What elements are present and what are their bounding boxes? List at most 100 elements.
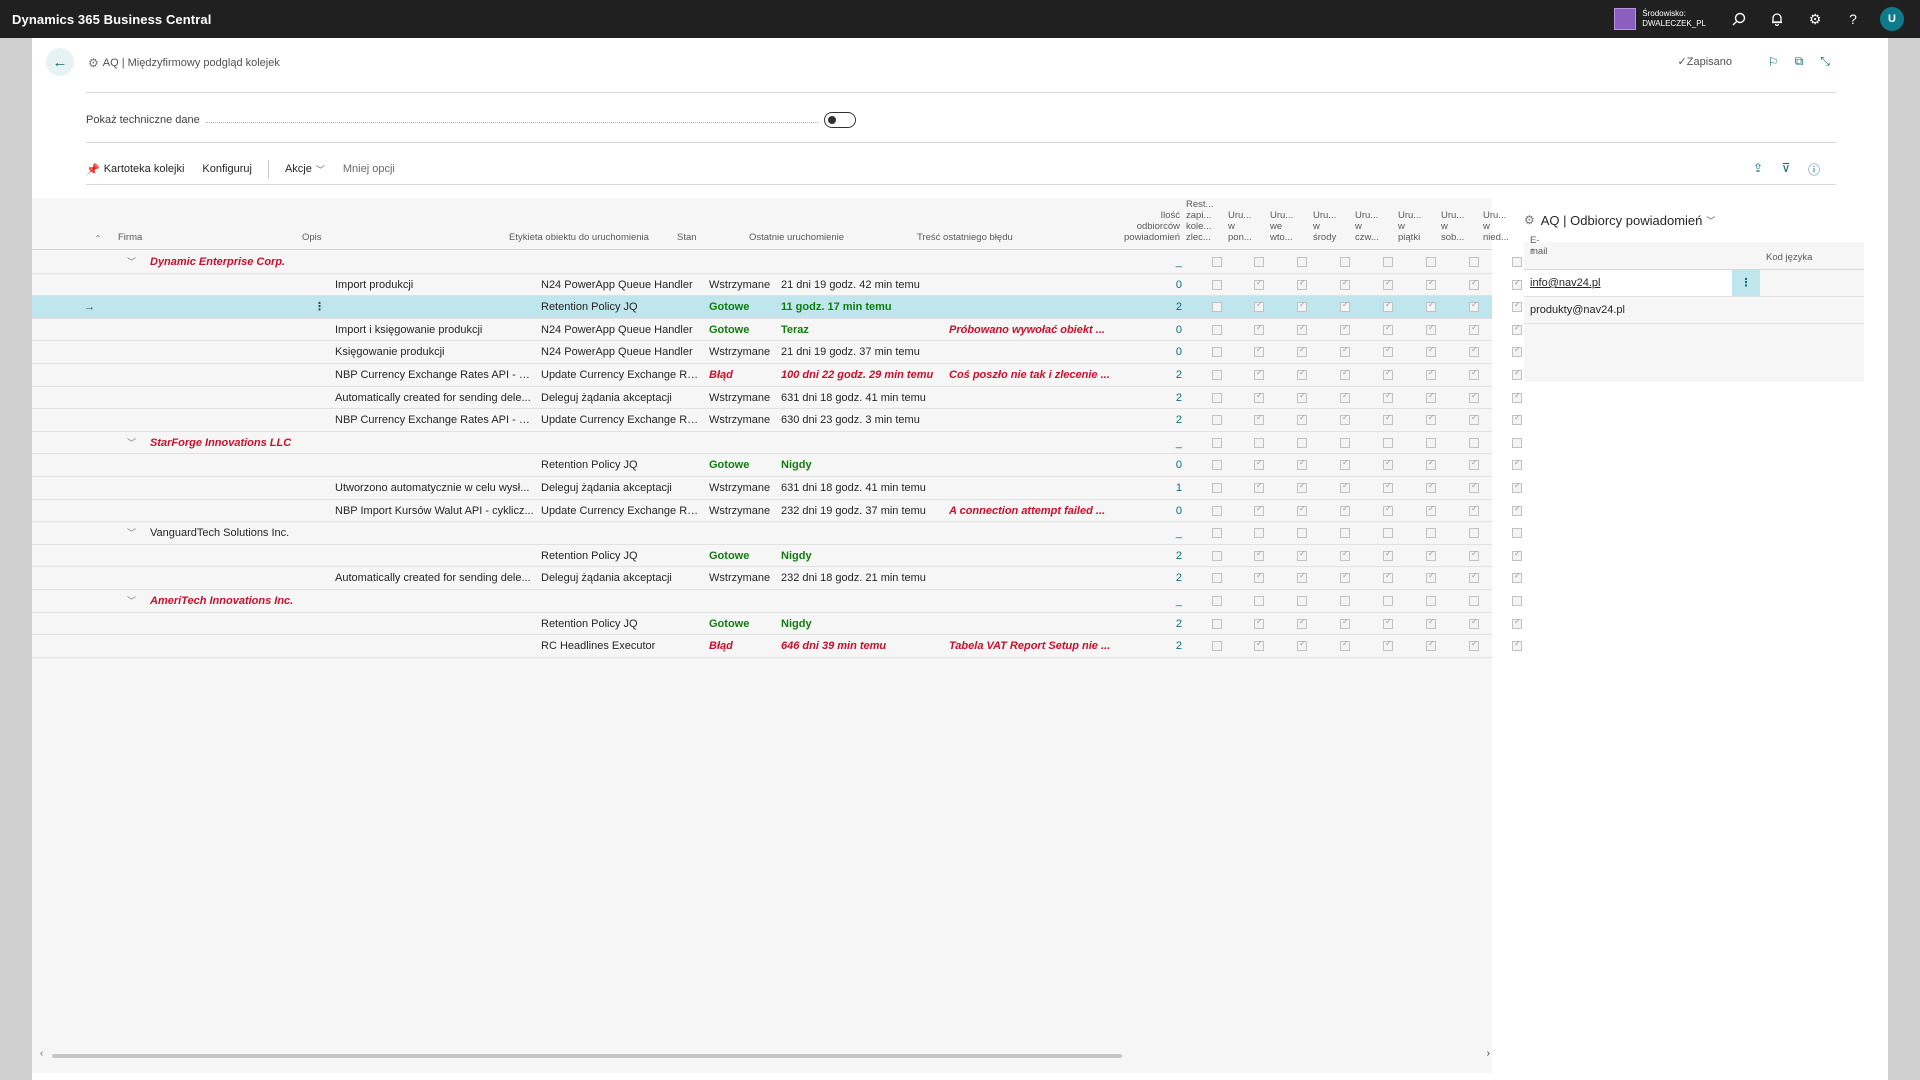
object-caption[interactable]: Retention Policy JQ <box>541 617 638 630</box>
recipients-count[interactable]: 2 <box>1175 640 1182 653</box>
checkbox[interactable] <box>1212 415 1222 426</box>
table-row[interactable]: NBP Currency Exchange Rates API - pe... U… <box>32 364 1522 387</box>
checkbox[interactable] <box>1340 504 1350 516</box>
col-restart[interactable]: Rest... zapi... kole... zlec... <box>1186 199 1220 243</box>
checkbox[interactable] <box>1254 413 1264 426</box>
status[interactable]: Błąd <box>709 369 733 381</box>
col-language-code[interactable]: Kod języka <box>1766 252 1813 263</box>
last-error[interactable] <box>949 477 1115 499</box>
recipients-count[interactable]: 2 <box>1175 391 1182 404</box>
checkbox[interactable] <box>1212 347 1222 358</box>
description[interactable] <box>335 613 535 635</box>
checkbox[interactable] <box>1469 345 1479 358</box>
recipient-email[interactable]: produkty@nav24.pl <box>1530 304 1625 316</box>
table-row[interactable]: Import produkcji N24 PowerApp Queue Handl… <box>32 274 1522 297</box>
avatar[interactable]: U <box>1880 7 1904 31</box>
checkbox[interactable] <box>1254 639 1264 652</box>
checkbox[interactable] <box>1254 458 1264 471</box>
bell-icon[interactable] <box>1758 0 1796 38</box>
table-row[interactable]: → ⋮ Retention Policy JQ Gotowe 11 godz. 17 m… <box>32 296 1522 319</box>
checkbox[interactable] <box>1297 571 1307 584</box>
checkbox[interactable] <box>1426 391 1436 403</box>
checkbox[interactable] <box>1340 617 1350 629</box>
object-caption[interactable]: Retention Policy JQ <box>541 301 638 314</box>
checkbox[interactable] <box>1512 345 1522 358</box>
checkbox[interactable] <box>1212 528 1222 539</box>
scroll-left-icon[interactable]: ‹ <box>40 1048 44 1059</box>
status[interactable]: Gotowe <box>709 323 750 336</box>
object-caption[interactable]: N24 PowerApp Queue Handler <box>541 346 693 359</box>
checkbox[interactable] <box>1512 391 1522 403</box>
object-caption[interactable]: Deleguj żądania akceptacji <box>541 572 672 585</box>
checkbox[interactable] <box>1426 617 1436 629</box>
checkbox[interactable] <box>1340 437 1350 448</box>
checkbox[interactable] <box>1254 368 1264 380</box>
recipients-count[interactable]: 2 <box>1175 414 1182 427</box>
col-last-run[interactable]: Ostatnie uruchomienie <box>749 232 845 243</box>
description[interactable]: Księgowanie produkcji <box>335 346 445 359</box>
checkbox[interactable] <box>1469 617 1479 629</box>
recipient-email[interactable]: info@nav24.pl <box>1530 277 1601 289</box>
checkbox[interactable] <box>1297 504 1307 516</box>
table-row[interactable]: Retention Policy JQ Gotowe Nigdy 0 <box>32 454 1522 477</box>
checkbox[interactable] <box>1383 391 1393 403</box>
app-title[interactable]: Dynamics 365 Business Central <box>12 11 212 27</box>
checkbox[interactable] <box>1383 504 1393 516</box>
scroll-right-icon[interactable]: › <box>1486 1048 1490 1059</box>
col-run-day-2[interactable]: Uru... w środy <box>1313 210 1343 243</box>
recipient-row[interactable]: info@nav24.pl ⋮ <box>1524 270 1864 297</box>
checkbox[interactable] <box>1469 278 1479 290</box>
checkbox[interactable] <box>1340 257 1350 267</box>
recipients-count[interactable]: _ <box>1175 256 1182 268</box>
chevron-down-icon[interactable]: ﹀ <box>127 437 137 448</box>
checkbox[interactable] <box>1340 413 1350 426</box>
col-recipients[interactable]: Ilość odbiorców powiadomień <box>1082 210 1180 243</box>
checkbox[interactable] <box>1383 549 1393 561</box>
checkbox[interactable] <box>1469 639 1479 652</box>
last-error[interactable]: Tabela VAT Report Setup nie ... <box>949 640 1111 653</box>
object-caption[interactable]: Update Currency Exchange Rat... <box>541 369 703 381</box>
checkbox[interactable] <box>1212 257 1222 267</box>
checkbox[interactable] <box>1469 257 1479 267</box>
table-row[interactable]: Utworzono automatycznie w celu wysł... De… <box>32 477 1522 500</box>
checkbox[interactable] <box>1426 368 1436 380</box>
description[interactable]: Import produkcji <box>335 278 414 291</box>
info-icon[interactable]: ⓘ <box>1807 163 1820 177</box>
recipients-count[interactable]: 0 <box>1175 323 1182 336</box>
checkbox[interactable] <box>1254 481 1264 493</box>
table-row[interactable]: NBP Import Kursów Walut API - cyklicz...… <box>32 500 1522 523</box>
recipients-count[interactable]: 1 <box>1175 482 1182 494</box>
description[interactable]: NBP Import Kursów Walut API - cyklicz... <box>335 504 534 517</box>
checkbox[interactable] <box>1340 571 1350 584</box>
checkbox[interactable] <box>1426 639 1436 652</box>
checkbox[interactable] <box>1512 413 1522 426</box>
chevron-down-icon[interactable]: ﹀ <box>1706 215 1716 226</box>
status[interactable]: Błąd <box>709 640 733 653</box>
actions-menu-button[interactable]: Akcje ﹀ <box>285 163 325 176</box>
status[interactable]: Gotowe <box>709 459 750 472</box>
col-last-error[interactable]: Treść ostatniego błędu <box>917 232 1013 243</box>
last-error[interactable]: Próbowano wywołać obiekt ... <box>949 323 1105 336</box>
col-object-caption[interactable]: Etykieta obiektu do uruchomienia <box>509 232 649 243</box>
table-row[interactable]: Automatically created for sending dele..… <box>32 387 1522 410</box>
description[interactable]: Utworzono automatycznie w celu wysł... <box>335 482 530 494</box>
last-error[interactable] <box>949 409 1115 431</box>
checkbox[interactable] <box>1212 573 1222 584</box>
checkbox[interactable] <box>1383 413 1393 426</box>
email-cell[interactable] <box>1524 270 1732 296</box>
last-error[interactable] <box>949 613 1115 635</box>
checkbox[interactable] <box>1426 300 1436 313</box>
last-run[interactable]: 631 dni 18 godz. 41 min temu <box>781 482 926 494</box>
table-row[interactable]: Księgowanie produkcji N24 PowerApp Queue … <box>32 341 1522 364</box>
environment-badge-icon[interactable] <box>1614 8 1637 30</box>
object-caption[interactable]: Deleguj żądania akceptacji <box>541 391 672 404</box>
search-icon[interactable] <box>1720 0 1758 38</box>
checkbox[interactable] <box>1212 302 1222 313</box>
object-caption[interactable]: Deleguj żądania akceptacji <box>541 482 672 494</box>
checkbox[interactable] <box>1426 504 1436 516</box>
last-run[interactable]: 21 dni 19 godz. 37 min temu <box>781 346 920 359</box>
col-run-day-0[interactable]: Uru... w pon... <box>1228 210 1258 243</box>
checkbox[interactable] <box>1212 550 1222 561</box>
status[interactable]: Wstrzymane <box>709 482 771 494</box>
checkbox[interactable] <box>1426 278 1436 290</box>
